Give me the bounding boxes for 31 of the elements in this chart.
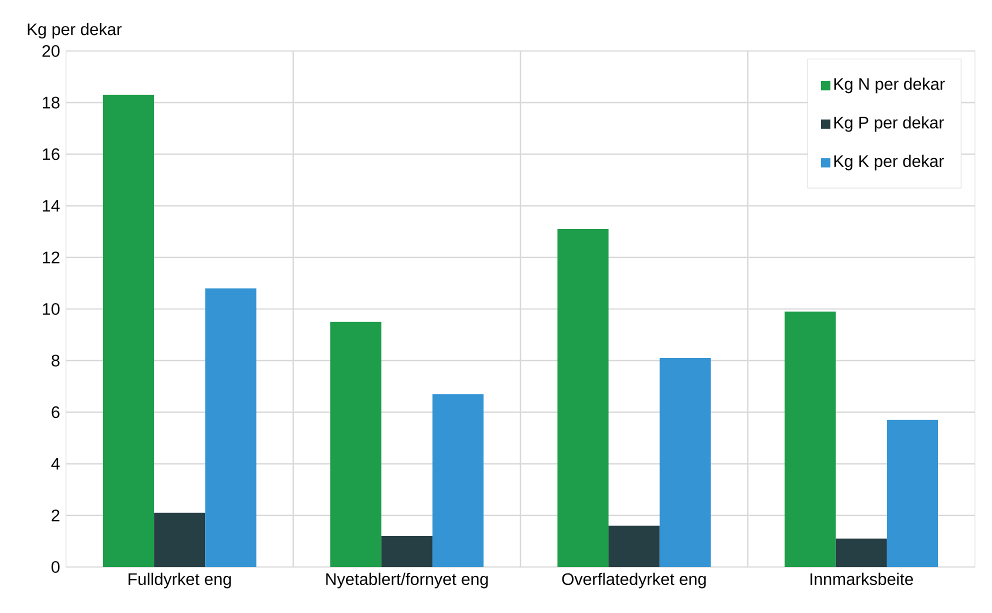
bar [432, 394, 484, 567]
bar [660, 358, 711, 567]
y-tick-label: 16 [42, 148, 60, 160]
bar [608, 526, 660, 567]
y-tick-label: 12 [42, 252, 60, 264]
bar [205, 288, 256, 567]
legend-label: Kg P per dekar [834, 116, 944, 132]
legend-label: Kg N per dekar [834, 78, 945, 94]
x-tick-label: Overflatedyrket eng [562, 572, 706, 588]
bar [886, 420, 938, 567]
legend-label: Kg K per dekar [834, 154, 944, 170]
x-tick-label: Nyetablert/fornyet eng [326, 572, 488, 588]
bar [836, 538, 887, 567]
bar [784, 312, 836, 567]
y-tick-label: 6 [52, 406, 60, 418]
y-tick-label: 2 [52, 510, 60, 522]
y-axis-title: Kg per dekar [28, 22, 122, 38]
bar [557, 229, 609, 567]
bar [102, 94, 154, 567]
bar [381, 536, 432, 567]
bar [154, 512, 206, 567]
y-tick-label: 8 [52, 354, 60, 366]
bar [330, 322, 382, 567]
x-tick-label: Fulldyrket eng [128, 572, 231, 588]
y-tick-label: 14 [42, 200, 60, 212]
y-tick-label: 18 [42, 96, 60, 108]
y-tick-label: 0 [52, 561, 60, 573]
y-tick-label: 20 [42, 45, 60, 57]
x-tick-label: Innmarksbeite [810, 572, 913, 586]
y-tick-label: 10 [42, 303, 60, 315]
y-tick-label: 4 [51, 458, 60, 470]
